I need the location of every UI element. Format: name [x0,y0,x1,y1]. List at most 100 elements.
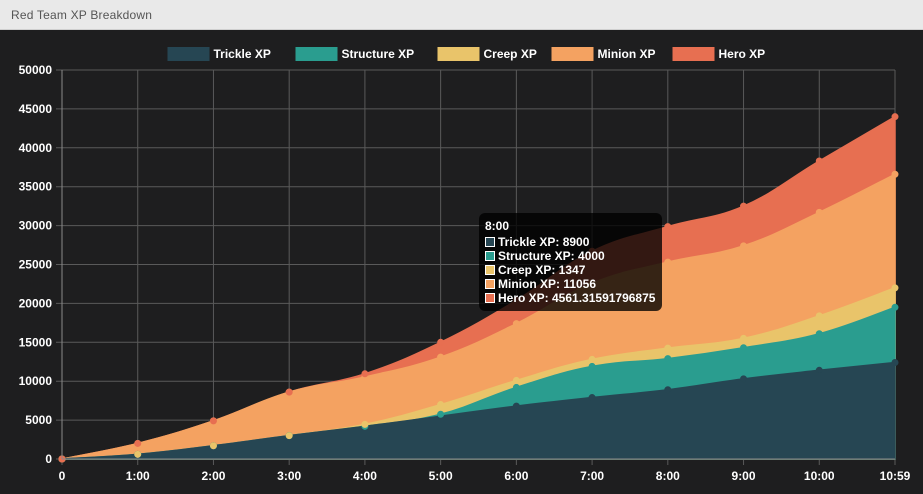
tooltip-swatch [485,265,495,275]
tooltip-swatch [485,293,495,303]
tooltip-row-label: Trickle XP: 8900 [498,235,590,249]
x-tick-label: 3:00 [277,469,301,483]
tooltip-row-label: Structure XP: 4000 [498,249,605,263]
data-point[interactable] [285,388,293,396]
data-point[interactable] [361,420,369,428]
tooltip-row-label: Creep XP: 1347 [498,263,586,277]
legend-swatch [551,47,594,61]
x-tick-label: 9:00 [732,469,756,483]
data-point[interactable] [437,401,445,409]
y-tick-label: 5000 [25,413,52,427]
data-point[interactable] [891,303,899,311]
tooltip-swatch [485,237,495,247]
y-tick-label: 0 [45,452,52,466]
data-point[interactable] [815,208,823,216]
data-point[interactable] [891,359,899,367]
data-point[interactable] [512,320,520,328]
legend-item-trickle-xp[interactable]: Trickle XP [167,47,271,61]
legend-label: Trickle XP [214,47,271,61]
x-tick-label: 6:00 [504,469,528,483]
y-tick-label: 20000 [19,296,53,310]
y-tick-label: 10000 [19,374,53,388]
tooltip-swatch [485,279,495,289]
x-tick-label: 8:00 [656,469,680,483]
data-point[interactable] [588,362,596,370]
legend-label: Structure XP [342,47,415,61]
legend-swatch [672,47,715,61]
data-point[interactable] [740,375,748,383]
data-point[interactable] [740,242,748,250]
y-tick-label: 50000 [19,63,53,77]
window-title: Red Team XP Breakdown [11,8,153,22]
data-point[interactable] [815,366,823,374]
y-tick-label: 30000 [19,219,53,233]
y-tick-label: 35000 [19,180,53,194]
x-tick-label: 1:00 [126,469,150,483]
data-point[interactable] [588,355,596,363]
legend-item-minion-xp[interactable]: Minion XP [551,47,656,61]
tooltip-swatch [485,251,495,261]
data-point[interactable] [285,432,293,440]
data-point[interactable] [512,402,520,410]
data-point[interactable] [815,312,823,320]
data-point[interactable] [209,442,217,450]
tooltip-row: Creep XP: 1347 [485,263,655,277]
data-point[interactable] [815,157,823,165]
data-point[interactable] [664,386,672,394]
data-point[interactable] [437,338,445,346]
data-point[interactable] [740,344,748,352]
data-point[interactable] [209,417,217,425]
tooltip-title: 8:00 [485,219,510,233]
legend-item-structure-xp[interactable]: Structure XP [295,47,415,61]
legend-label: Minion XP [598,47,656,61]
tooltip-row-label: Minion XP: 11056 [498,277,597,291]
y-tick-label: 15000 [19,335,53,349]
legend-label: Hero XP [719,47,766,61]
data-point[interactable] [740,334,748,342]
legend-swatch [167,47,210,61]
x-tick-label: 5:00 [429,469,453,483]
tooltip-row: Trickle XP: 8900 [485,235,655,249]
legend-item-hero-xp[interactable]: Hero XP [672,47,766,61]
data-point[interactable] [134,439,142,447]
legend: Trickle XP Structure XP Creep XP Minion XP H… [167,47,766,61]
tooltip-row: Structure XP: 4000 [485,249,655,263]
data-point[interactable] [664,223,672,231]
data-point[interactable] [134,450,142,458]
window-title-bar: Red Team XP Breakdown [0,0,923,30]
data-point[interactable] [664,355,672,363]
legend-label: Creep XP [484,47,537,61]
chart-area: 0 5000 10000 15000 20000 25000 30000 35000 40000… [0,30,923,494]
legend-item-creep-xp[interactable]: Creep XP [437,47,537,61]
x-tick-label: 7:00 [580,469,604,483]
tooltip-row: Hero XP: 4561.31591796875 [485,291,655,305]
data-point[interactable] [664,344,672,352]
data-point[interactable] [891,170,899,178]
data-point[interactable] [740,202,748,210]
x-tick-label: 10:59 [880,469,911,483]
axes: 0 5000 10000 15000 20000 25000 30000 35000 40000… [19,63,911,483]
data-point[interactable] [512,376,520,384]
area-trickle-xp [61,361,896,460]
data-point[interactable] [891,284,899,292]
data-point[interactable] [437,410,445,418]
data-point[interactable] [588,394,596,402]
x-tick-label: 2:00 [201,469,225,483]
tooltip-row-label: Hero XP: 4561.31591796875 [498,291,656,305]
data-point[interactable] [664,258,672,266]
legend-swatch [295,47,338,61]
legend-swatch [437,47,480,61]
data-point[interactable] [512,383,520,391]
data-point[interactable] [437,353,445,361]
x-tick-label: 0 [59,469,66,483]
tooltip-row: Minion XP: 11056 [485,277,655,291]
data-point[interactable] [815,330,823,338]
hover-tooltip: 8:00 Trickle XP: 8900 Structure XP: 4000 C… [479,213,663,311]
y-tick-label: 45000 [19,102,53,116]
x-tick-label: 10:00 [804,469,835,483]
x-tick-label: 4:00 [353,469,377,483]
xp-stacked-area-chart: 0 5000 10000 15000 20000 25000 30000 35000 40000… [19,47,911,483]
data-point[interactable] [361,370,369,378]
y-tick-label: 40000 [19,141,53,155]
data-point[interactable] [891,113,899,121]
